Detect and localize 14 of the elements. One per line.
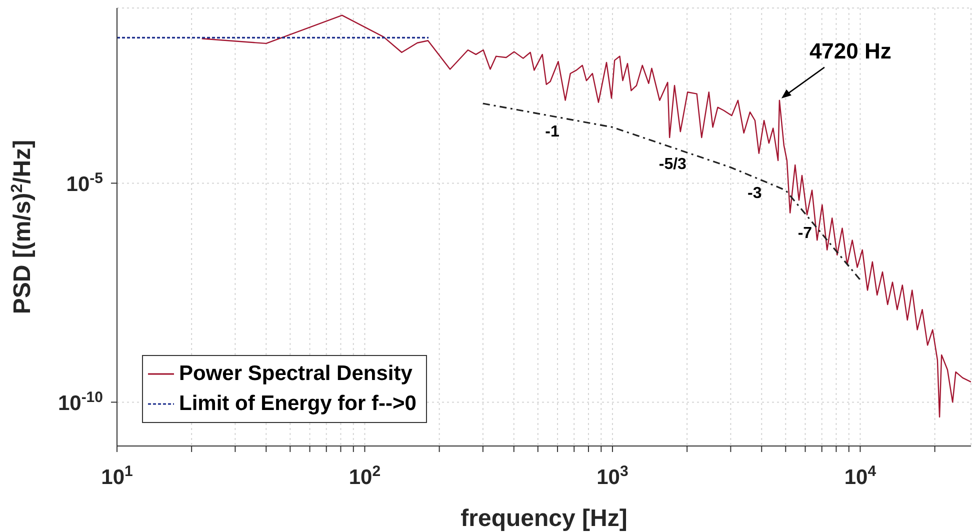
- annotation: -5/3: [658, 156, 687, 174]
- y-tick-label: 10$^{-5}$: [66, 170, 103, 196]
- annotation: 4720 Hz: [809, 38, 892, 64]
- x-tick-label: 10$^{4}$: [844, 462, 877, 489]
- x-tick-label: 10$^{3}$: [596, 462, 628, 489]
- x-tick-label: 10$^{2}$: [348, 462, 381, 489]
- y-tick-label: 10$^{-10}$: [58, 388, 103, 416]
- legend-label: Power Spectral Density: [179, 362, 412, 386]
- x-tick-label: 10$^{1}$: [101, 462, 133, 489]
- annotation: -7: [798, 225, 812, 242]
- x-axis-title: frequency [Hz]: [460, 505, 628, 532]
- legend-label: Limit of Energy for f-->0: [179, 392, 416, 416]
- annotation: -3: [748, 185, 762, 202]
- annotation: -1: [545, 124, 560, 141]
